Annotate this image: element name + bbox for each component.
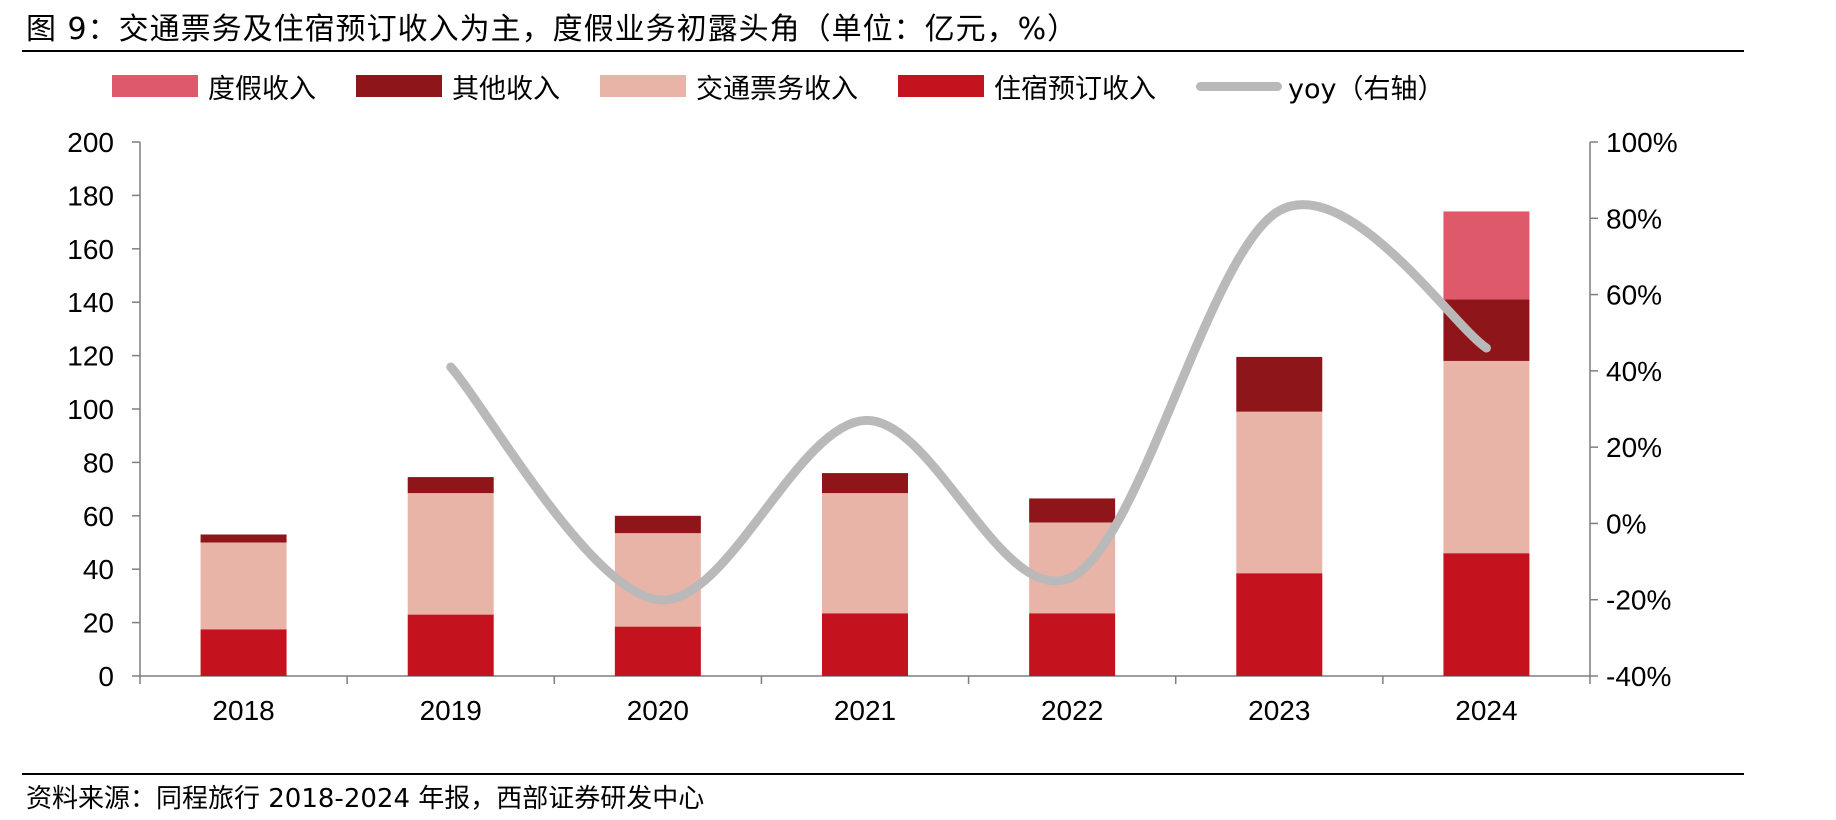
x-tick-label: 2018	[212, 695, 274, 726]
source-rule	[22, 773, 1744, 775]
x-tick-label: 2020	[627, 695, 689, 726]
bar-2020-交通票务收入	[614, 533, 701, 627]
bar-2024-度假收入	[1443, 211, 1530, 300]
x-tick-label: 2024	[1455, 695, 1517, 726]
y-tick-label: 100	[67, 394, 114, 425]
y-tick-label: 20	[83, 608, 114, 639]
bar-2018-住宿预订收入	[200, 629, 287, 676]
legend-item-4: yoy（右轴）	[1196, 67, 1444, 106]
legend-item-0: 度假收入	[112, 67, 316, 106]
legend-label: 住宿预订收入	[994, 73, 1156, 105]
legend-item-1: 其他收入	[356, 67, 560, 106]
bar-2018-其他收入	[200, 534, 287, 543]
y2-tick-label: -20%	[1606, 585, 1671, 616]
y-tick-label: 160	[67, 234, 114, 265]
bar-2022-住宿预订收入	[1029, 613, 1116, 676]
x-tick-label: 2021	[834, 695, 896, 726]
legend-item-2: 交通票务收入	[600, 67, 858, 106]
y2-tick-label: 0%	[1606, 508, 1646, 539]
bar-2020-其他收入	[614, 515, 701, 534]
bar-2019-其他收入	[407, 477, 494, 494]
y-tick-label: 180	[67, 180, 114, 211]
y-tick-label: 60	[83, 501, 114, 532]
bar-2023-其他收入	[1236, 356, 1323, 412]
x-tick-label: 2023	[1248, 695, 1310, 726]
legend-label: 其他收入	[452, 73, 560, 105]
bar-2023-交通票务收入	[1236, 411, 1323, 574]
y2-tick-label: 20%	[1606, 432, 1662, 463]
legend-item-3: 住宿预订收入	[898, 67, 1156, 106]
y2-tick-label: -40%	[1606, 661, 1671, 692]
legend-swatch	[356, 75, 442, 97]
legend-label: 交通票务收入	[696, 73, 858, 105]
chart: 0 20 40 60 80 100 120 140 160 180 200 -40% -20% 0% 20%…	[67, 127, 1678, 726]
bar-2024-住宿预订收入	[1443, 553, 1530, 676]
bar-2024-交通票务收入	[1443, 360, 1530, 554]
y2-tick-label: 60%	[1606, 280, 1662, 311]
y-tick-label: 140	[67, 287, 114, 318]
y-tick-label: 120	[67, 341, 114, 372]
x-tick-label: 2019	[420, 695, 482, 726]
bar-2022-交通票务收入	[1029, 522, 1116, 614]
y-tick-label: 80	[83, 447, 114, 478]
y-tick-label: 0	[98, 661, 114, 692]
legend-label: 度假收入	[208, 73, 316, 105]
legend-label: yoy（右轴）	[1288, 73, 1445, 105]
x-tick-label: 2022	[1041, 695, 1103, 726]
yoy-line	[446, 200, 1491, 605]
y2-tick-label: 40%	[1606, 356, 1662, 387]
bar-2019-住宿预订收入	[407, 614, 494, 676]
y2-tick-label: 100%	[1606, 127, 1678, 158]
legend-line-swatch	[1196, 81, 1282, 91]
bar-2021-住宿预订收入	[822, 613, 908, 676]
bar-2019-交通票务收入	[407, 493, 494, 615]
bar-2020-住宿预订收入	[614, 626, 701, 676]
legend-swatch	[600, 75, 686, 97]
bar-2018-交通票务收入	[200, 542, 287, 630]
y2-tick-label: 80%	[1606, 203, 1662, 234]
title-rule	[22, 50, 1744, 52]
bar-2021-交通票务收入	[822, 493, 908, 614]
figure-title: 图 9：交通票务及住宿预订收入为主，度假业务初露头角（单位：亿元，%）	[26, 12, 1079, 47]
bar-2022-其他收入	[1029, 498, 1116, 523]
legend-swatch	[112, 75, 198, 97]
source-note: 资料来源：同程旅行 2018-2024 年报，西部证券研发中心	[26, 784, 705, 814]
bar-2023-住宿预订收入	[1236, 573, 1323, 676]
bar-2021-其他收入	[822, 473, 908, 494]
y-tick-label: 200	[67, 127, 114, 158]
y-tick-label: 40	[83, 554, 114, 585]
legend-swatch	[898, 75, 984, 97]
chart-legend: 度假收入 其他收入 交通票务收入 住宿预订收入 yoy（右轴）	[112, 66, 1484, 106]
